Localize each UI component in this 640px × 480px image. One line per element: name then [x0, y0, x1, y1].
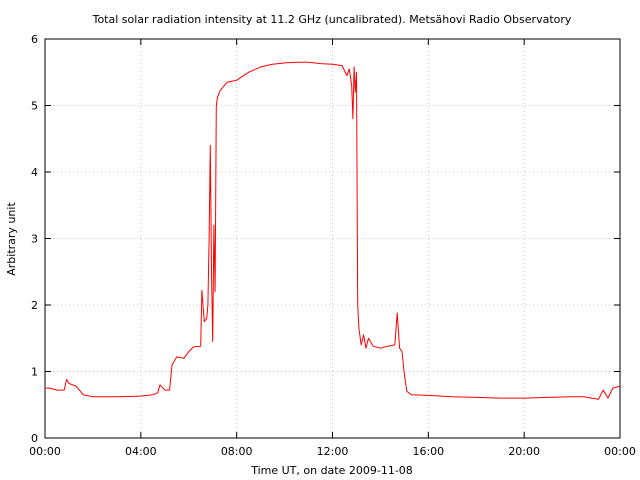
x-tick-label: 20:00 — [508, 445, 540, 458]
x-tick-label: 12:00 — [317, 445, 349, 458]
y-tick-label: 0 — [31, 432, 38, 445]
x-tick-label: 04:00 — [125, 445, 157, 458]
y-tick-label: 3 — [31, 233, 38, 246]
x-axis-label: Time UT, on date 2009-11-08 — [250, 464, 413, 477]
axis-ticks: 0 1 2 3 4 5 6 00:00 04:00 08:00 12:00 16:00 20:00 00:… — [29, 33, 636, 458]
x-tick-label: 08:00 — [221, 445, 253, 458]
y-axis-label: Arbitrary unit — [5, 202, 18, 276]
y-tick-label: 2 — [31, 299, 38, 312]
x-tick-label: 16:00 — [412, 445, 444, 458]
grid — [45, 39, 620, 438]
series-line-0 — [45, 61, 621, 400]
x-tick-label: 00:00 — [29, 445, 61, 458]
y-tick-label: 5 — [31, 100, 38, 113]
series-group — [45, 61, 621, 400]
chart-title: Total solar radiation intensity at 11.2 … — [92, 13, 572, 26]
y-tick-label: 4 — [31, 166, 38, 179]
y-tick-label: 6 — [31, 33, 38, 46]
x-tick-label: 00:00 — [604, 445, 636, 458]
y-tick-label: 1 — [31, 366, 38, 379]
